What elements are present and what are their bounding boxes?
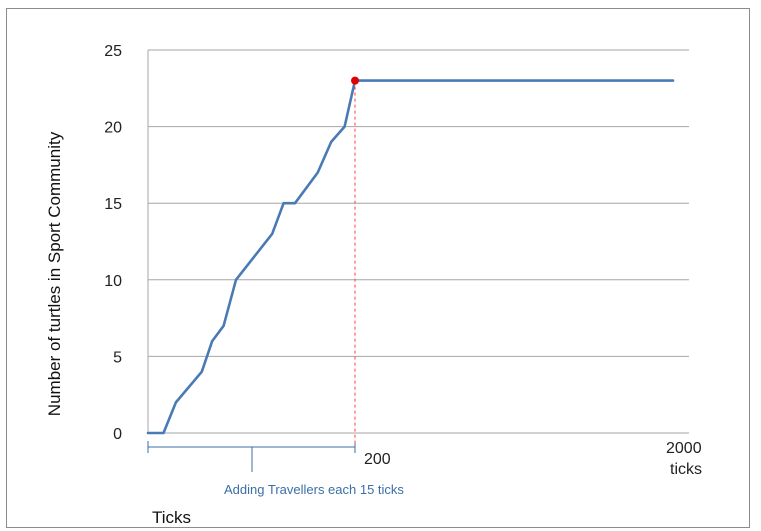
y-tick-label-5: 5 [113,349,122,366]
y-tick-label-25: 25 [104,43,122,60]
annotation-text: Adding Travellers each 15 ticks [224,482,404,497]
y-tick-labels: 0 5 10 15 20 25 [104,43,122,443]
data-point-marker [351,76,359,85]
y-tick-label-15: 15 [104,196,122,213]
annotation-bracket [147,441,356,472]
chart-frame [6,8,750,528]
series-lines [146,76,675,447]
x-axis-label: Ticks [152,508,191,527]
y-axis-label: Number of turtles in Sport Community [45,131,64,416]
y-tick-label-10: 10 [104,273,122,290]
x-tick-label-2000: 2000 ticks [666,440,702,478]
y-tick-label-0: 0 [113,426,122,443]
x-tick-label-200: 200 [364,451,391,468]
y-tick-label-20: 20 [104,120,122,137]
series-line [146,79,675,435]
grid-lines [147,49,689,434]
